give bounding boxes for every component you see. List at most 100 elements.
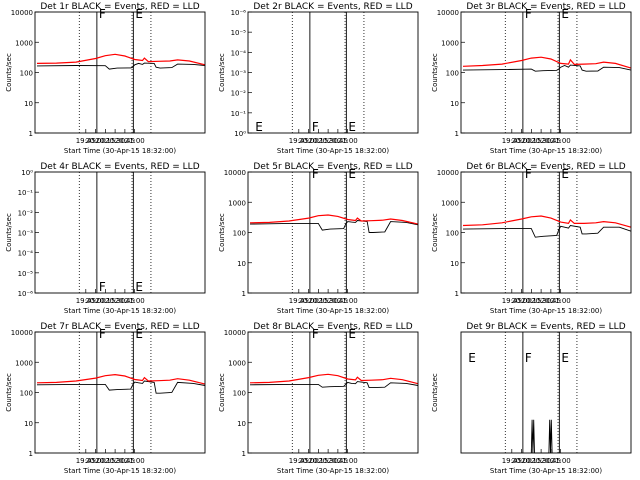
chart-title: Det 4r BLACK = Events, RED = LLD [40,162,199,172]
y-tick-label: 100 [20,390,33,398]
x-tick-label: 20:30 [318,297,338,305]
x-axis-label: Start Time (30-Apr-15 18:32:00) [490,147,602,155]
marker-label: E [561,7,569,21]
x-tick-label: 20:15 [308,297,328,305]
chart-title: Det 5r BLACK = Events, RED = LLD [253,162,412,172]
x-tick-label: 19:45 [502,137,522,145]
y-tick-label: 1 [29,450,33,458]
y-axis-label: Counts/sec [5,373,13,412]
y-tick-label: 10000 [224,169,246,177]
x-tick-label: 20:45 [115,297,135,305]
x-tick-label: 20:30 [105,457,125,465]
x-tick-label: 20:30 [318,137,338,145]
y-tick-label: 1 [455,130,459,138]
y-tick-label: 10⁻⁶ [18,290,34,298]
marker-label: F [312,167,319,181]
series-line [249,220,419,233]
x-tick-label: 20:45 [328,297,348,305]
y-tick-label: 10⁰ [21,169,33,177]
y-tick-label: 10⁻² [18,209,34,217]
x-tick-label: 20:45 [541,297,561,305]
x-tick-label: 20:15 [308,137,328,145]
x-tick-label: 20:15 [521,137,541,145]
marker-label: E [255,120,263,134]
y-tick-label: 100 [20,70,33,78]
series-line [249,381,419,389]
x-tick-label: 20:00 [85,297,105,305]
x-axis-label: Start Time (30-Apr-15 18:32:00) [64,467,176,475]
y-tick-label: 10 [450,260,459,268]
plot-frame [460,171,632,294]
y-tick-label: 100 [233,390,246,398]
x-tick-label: 21:00 [551,137,571,145]
y-tick-label: 10000 [11,329,33,337]
x-tick-label: 20:15 [95,297,115,305]
chart-panel-9: Det 9r BLACK = Events, RED = LLD Counts/s… [431,322,632,475]
y-tick-label: 10 [450,100,459,108]
x-tick-label: 19:45 [289,297,309,305]
plot-frame [34,171,206,294]
chart-title: Det 7r BLACK = Events, RED = LLD [40,322,199,332]
marker-label: E [348,167,356,181]
y-axis-label: Counts/sec [218,53,226,92]
x-tick-label: 20:00 [511,137,531,145]
y-tick-label: 10⁻¹ [231,110,247,118]
x-tick-label: 21:00 [551,297,571,305]
x-tick-label: 20:45 [541,137,561,145]
chart-title: Det 2r BLACK = Events, RED = LLD [253,2,412,12]
y-tick-label: 10⁻² [231,90,247,98]
marker-label: F [525,7,532,21]
x-tick-label: 20:00 [511,297,531,305]
y-tick-label: 1000 [15,39,33,47]
x-tick-label: 19:45 [502,297,522,305]
y-tick-label: 10⁻⁵ [18,270,34,278]
marker-label: F [525,351,532,365]
y-tick-label: 1 [242,450,246,458]
series-line [462,215,632,228]
x-tick-label: 20:00 [85,457,105,465]
chart-title: Det 8r BLACK = Events, RED = LLD [253,322,412,332]
x-tick-label: 21:00 [125,297,145,305]
x-tick-label: 21:00 [338,137,358,145]
x-tick-label: 19:45 [76,297,96,305]
y-axis-label: Counts/sec [218,213,226,252]
marker-label: E [468,351,476,365]
marker-label: E [135,280,143,294]
series-line [36,53,206,66]
plot-frame [34,11,206,134]
y-tick-label: 10⁻⁴ [18,250,34,258]
series-line [36,380,206,394]
y-tick-label: 10 [24,100,33,108]
y-tick-label: 100 [446,70,459,78]
x-axis-label: Start Time (30-Apr-15 18:32:00) [277,307,389,315]
x-axis-label: Start Time (30-Apr-15 18:32:00) [277,147,389,155]
marker-label: E [348,120,356,134]
y-tick-label: 10⁰ [234,130,246,138]
chart-panel-2: Det 2r BLACK = Events, RED = LLD Counts/s… [218,2,419,155]
marker-label: F [99,7,106,21]
y-tick-label: 1 [29,130,33,138]
y-tick-label: 1 [455,290,459,298]
marker-label: E [348,327,356,341]
plot-frame [460,331,632,454]
y-axis-label: Counts/sec [5,53,13,92]
marker-label: E [561,351,569,365]
x-tick-label: 20:00 [511,457,531,465]
chart-panel-6: Det 6r BLACK = Events, RED = LLD Counts/s… [431,162,632,315]
x-tick-label: 20:15 [95,137,115,145]
chart-panel-7: Det 7r BLACK = Events, RED = LLD Counts/s… [5,322,206,475]
plot-frame [460,11,632,134]
marker-label: F [525,167,532,181]
y-tick-label: 1000 [15,359,33,367]
x-axis-label: Start Time (30-Apr-15 18:32:00) [64,147,176,155]
x-tick-label: 20:00 [298,457,318,465]
y-axis-label: Counts/sec [431,373,439,412]
x-tick-label: 19:45 [502,457,522,465]
x-tick-label: 20:00 [298,137,318,145]
y-tick-label: 10⁻³ [18,230,34,238]
y-tick-label: 10 [237,420,246,428]
y-tick-label: 10000 [224,329,246,337]
x-tick-label: 19:45 [76,137,96,145]
x-tick-label: 19:45 [289,137,309,145]
